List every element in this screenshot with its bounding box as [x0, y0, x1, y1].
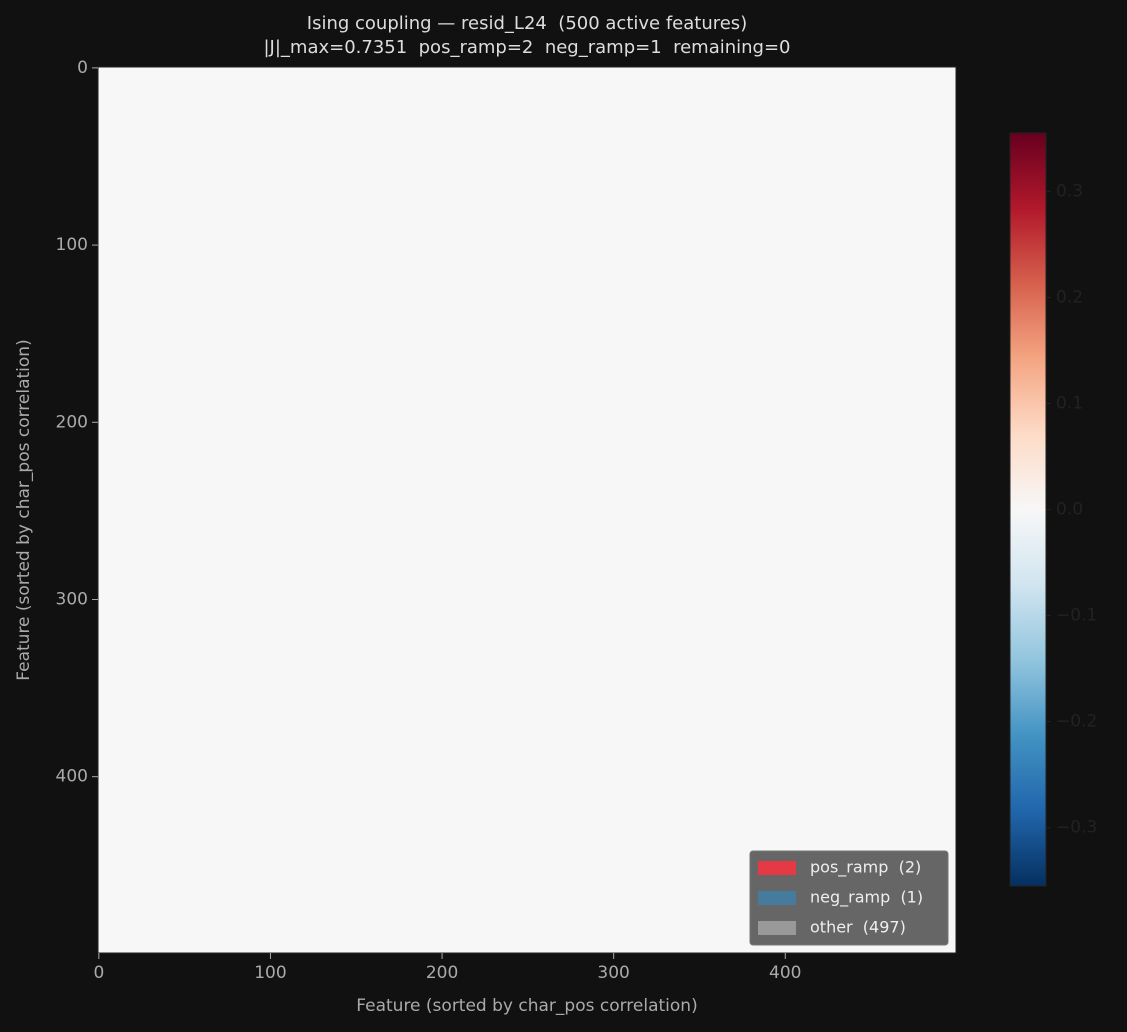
colorbar-tick-label: −0.3	[1056, 818, 1097, 838]
chart-title: Ising coupling — resid_L24 (500 active f…	[307, 13, 747, 34]
legend-swatch	[758, 861, 796, 875]
colorbar	[1009, 132, 1047, 887]
heatmap-field	[98, 67, 956, 953]
x-tick-label: 400	[769, 963, 801, 983]
colorbar-tick-label: −0.1	[1056, 606, 1097, 626]
x-tick-label: 0	[93, 963, 104, 983]
colorbar-tick-label: 0.3	[1056, 181, 1083, 201]
colorbar-tick-label: 0.0	[1056, 500, 1083, 520]
legend-label: neg_ramp (1)	[810, 888, 923, 908]
x-tick-label: 100	[254, 963, 286, 983]
y-tick-label: 300	[56, 589, 88, 609]
y-tick-label: 400	[56, 767, 88, 787]
y-tick-label: 200	[56, 412, 88, 432]
colorbar-tick-label: 0.1	[1056, 393, 1083, 413]
y-axis-label: Feature (sorted by char_pos correlation)	[14, 339, 34, 680]
chart-subtitle: |J|_max=0.7351 pos_ramp=2 neg_ramp=1 rem…	[263, 37, 790, 58]
y-tick-label: 0	[77, 58, 88, 78]
colorbar-tick-label: −0.2	[1056, 712, 1097, 732]
x-tick-label: 200	[426, 963, 458, 983]
legend-label: other (497)	[810, 918, 906, 937]
x-axis-label: Feature (sorted by char_pos correlation)	[356, 996, 697, 1016]
x-tick-label: 300	[597, 963, 629, 983]
legend-box	[749, 850, 949, 946]
plot-frame	[97, 66, 957, 954]
legend-label: pos_ramp (2)	[810, 858, 921, 878]
legend-swatch	[758, 921, 796, 935]
legend-swatch	[758, 891, 796, 905]
y-tick-label: 100	[56, 235, 88, 255]
colorbar-tick-label: 0.2	[1056, 287, 1083, 307]
